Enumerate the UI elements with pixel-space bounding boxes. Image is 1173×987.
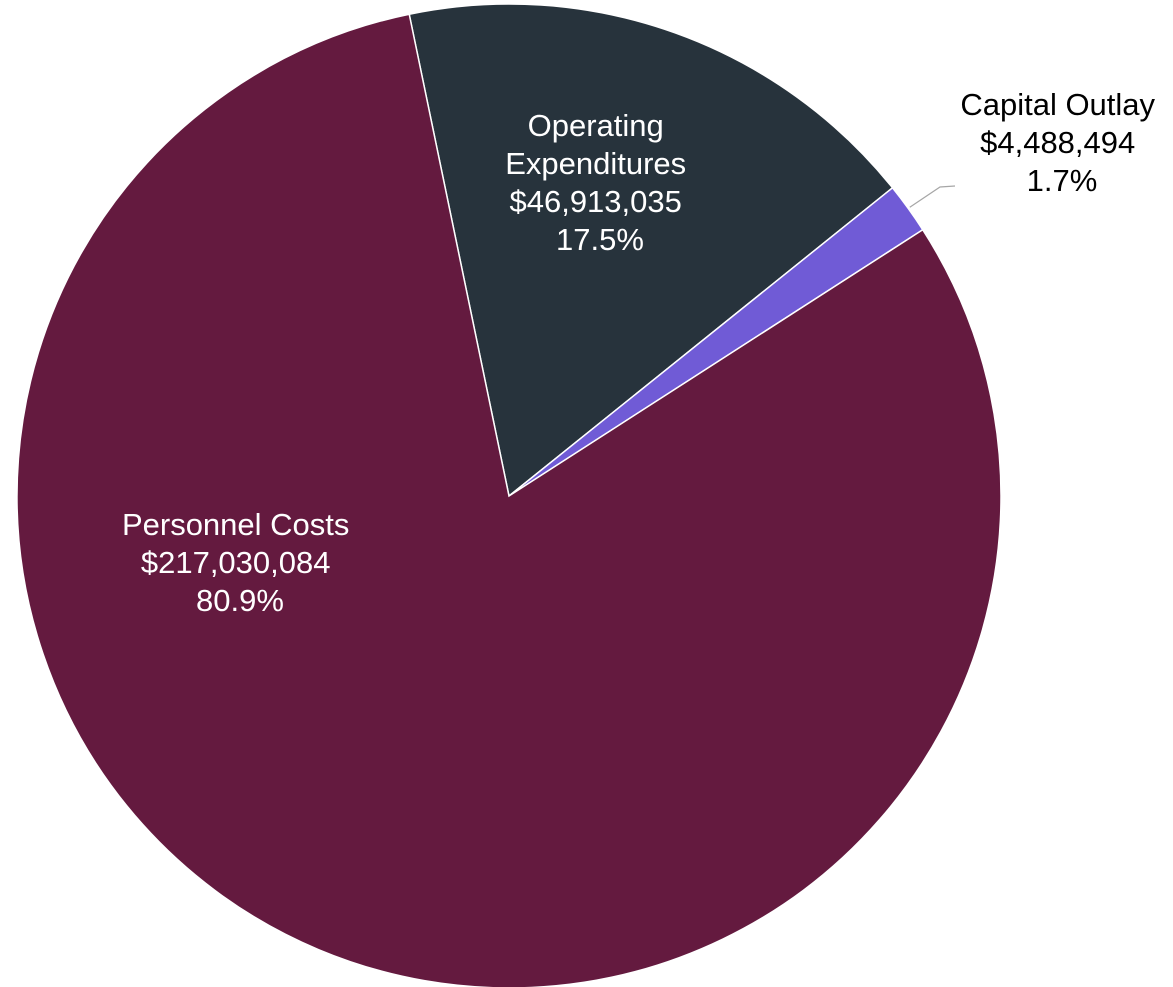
slice-percent-personnel-costs: 80.9% [196, 583, 284, 618]
pie-slice-personnel-costs [16, 13, 1002, 987]
svg-text:Capital Outlay $4,488,49: Capital Outlay $4,488,494 1.7% [960, 87, 1163, 198]
leader-line-capital-outlay [909, 185, 956, 208]
slice-amount-capital-outlay: $4,488,494 [980, 125, 1135, 160]
pie-slices [16, 3, 1002, 987]
slice-label-capital-outlay: Capital Outlay $4,488,494 1.7% [960, 87, 1163, 198]
slice-label-operating-expenditures: Operating Expenditures $46,913,035 17.5% [505, 108, 695, 257]
slice-name-personnel-costs: Personnel Costs [122, 507, 349, 542]
slice-name-capital-outlay: Capital Outlay [960, 87, 1155, 122]
svg-text:Personnel Costs $217,030: Personnel Costs $217,030,084 80.9% [122, 507, 358, 618]
slice-percent-capital-outlay: 1.7% [1027, 163, 1098, 198]
slice-amount-operating-expenditures: $46,913,035 [509, 184, 681, 219]
slice-label-personnel-costs: Personnel Costs $217,030,084 80.9% [122, 507, 358, 618]
leader-lines [909, 185, 956, 208]
slice-percent-operating-expenditures: 17.5% [556, 222, 644, 257]
svg-text:Operating Expenditures: Operating Expenditures $46,913,035 17.5% [505, 108, 695, 257]
pie-slice-operating-expenditures [408, 3, 894, 498]
slice-name-operating-line1: Operating [528, 108, 664, 143]
slice-name-operating-line2: Expenditures [505, 146, 686, 181]
slice-amount-personnel-costs: $217,030,084 [141, 545, 331, 580]
